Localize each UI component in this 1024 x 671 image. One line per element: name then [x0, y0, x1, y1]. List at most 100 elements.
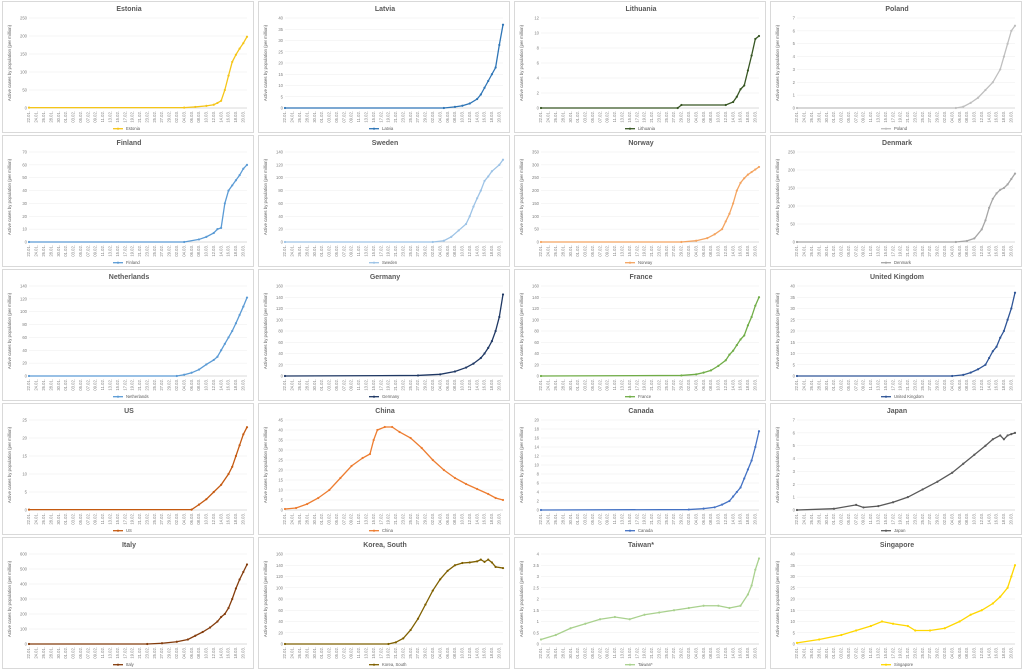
chart-title: US: [124, 408, 134, 415]
data-point: [212, 490, 215, 494]
x-tick-label: 26.01.: [41, 647, 46, 659]
x-tick-label: 10.03.: [972, 647, 977, 659]
x-tick-label: 23.02.: [144, 245, 149, 257]
x-tick-label: 24.01.: [546, 513, 551, 525]
data-point: [501, 23, 505, 26]
y-tick-label: 20: [278, 362, 283, 367]
y-axis-label: Active cases by population (per million): [7, 560, 12, 637]
x-tick-label: 30.01.: [312, 513, 317, 525]
x-tick-label: 27.02.: [159, 379, 164, 391]
x-tick-label: 06.03.: [189, 647, 194, 659]
x-tick-label: 25.02.: [920, 379, 925, 391]
data-point: [965, 239, 969, 243]
data-point: [234, 322, 238, 325]
x-tick-label: 27.02.: [671, 647, 676, 659]
x-tick-label: 13.02.: [619, 513, 624, 525]
x-tick-label: 05.02.: [334, 245, 339, 257]
x-tick-label: 04.03.: [693, 647, 698, 659]
x-tick-label: 06.03.: [701, 245, 706, 257]
y-tick-label: 6: [537, 481, 540, 486]
x-tick-label: 18.03.: [489, 647, 494, 659]
data-point: [1010, 307, 1013, 310]
data-point: [988, 356, 991, 360]
x-tick-label: 10.03.: [204, 111, 209, 123]
y-axis-label: Active cases by population (per million): [519, 426, 524, 503]
x-tick-label: 06.03.: [445, 111, 450, 123]
chart-panel-japan: Japan Active cases by population (per mil…: [770, 403, 1022, 535]
x-tick-label: 03.02.: [327, 513, 332, 525]
data-point: [980, 609, 983, 612]
x-tick-label: 27.02.: [927, 245, 932, 257]
y-tick-label: 50: [790, 222, 795, 227]
x-tick-label: 12.03.: [723, 647, 728, 659]
data-point: [855, 503, 858, 506]
x-tick-label: 02.03.: [174, 379, 179, 391]
data-point: [409, 628, 412, 632]
data-point: [757, 165, 761, 169]
x-tick-label: 04.03.: [693, 513, 698, 525]
x-tick-label: 27.02.: [671, 513, 676, 525]
y-axis-label: Active cases by population (per million): [263, 158, 268, 235]
x-tick-label: 01.02.: [575, 379, 580, 391]
y-tick-label: 250: [532, 175, 540, 180]
x-tick-label: 03.02.: [71, 647, 76, 659]
data-point: [205, 104, 208, 107]
legend-marker: [116, 529, 120, 532]
x-tick-label: 29.02.: [935, 513, 940, 525]
x-tick-label: 20.03.: [497, 111, 502, 123]
legend-label: Sweden: [382, 260, 398, 265]
data-point: [494, 329, 497, 333]
x-tick-label: 23.02.: [656, 647, 661, 659]
x-tick-label: 16.03.: [994, 513, 999, 525]
y-tick-label: 30: [278, 448, 283, 453]
y-tick-label: 60: [22, 162, 27, 167]
x-tick-label: 11.02.: [100, 245, 105, 256]
data-point: [862, 506, 865, 509]
x-tick-label: 14.03.: [986, 111, 991, 123]
data-point: [201, 630, 204, 634]
data-point: [234, 53, 238, 56]
chart-svg: Lithuania Active cases by population (per…: [519, 6, 761, 131]
x-tick-label: 27.02.: [159, 513, 164, 525]
x-tick-label: 15.02.: [627, 647, 632, 659]
x-tick-label: 09.02.: [605, 379, 610, 391]
y-tick-label: 5: [793, 41, 796, 46]
x-tick-label: 28.01.: [304, 111, 309, 123]
data-point: [439, 578, 442, 581]
x-tick-label: 06.03.: [701, 647, 706, 659]
y-tick-label: 100: [276, 585, 284, 590]
x-tick-label: 08.03.: [964, 513, 969, 525]
x-tick-label: 27.02.: [927, 379, 932, 391]
y-tick-label: 80: [22, 322, 27, 327]
x-tick-label: 27.02.: [671, 379, 676, 391]
x-tick-label: 21.02.: [649, 245, 654, 257]
data-point: [628, 618, 631, 621]
x-tick-label: 01.02.: [831, 647, 836, 659]
data-point: [490, 170, 494, 173]
data-point: [490, 340, 494, 343]
x-tick-label: 18.03.: [233, 111, 238, 123]
data-point: [231, 597, 234, 601]
x-tick-label: 22.01.: [282, 647, 287, 659]
legend-marker: [628, 663, 632, 666]
y-tick-label: 0: [793, 642, 796, 647]
x-tick-label: 02.03.: [686, 379, 691, 391]
chart-panel-italy: Italy Active cases by population (per mil…: [2, 537, 254, 669]
x-tick-label: 03.02.: [327, 647, 332, 659]
x-tick-label: 24.01.: [290, 245, 295, 257]
x-tick-label: 02.03.: [430, 513, 435, 525]
x-tick-label: 10.03.: [716, 245, 721, 257]
y-tick-label: 80: [278, 188, 283, 193]
y-tick-label: 20: [278, 227, 283, 232]
y-tick-label: 2: [793, 482, 796, 487]
y-tick-label: 15: [790, 608, 795, 613]
y-tick-label: 600: [20, 552, 28, 557]
data-point: [739, 88, 742, 91]
y-tick-label: 25: [278, 49, 283, 54]
data-point: [234, 454, 238, 458]
data-point: [717, 364, 720, 367]
y-tick-label: 0: [793, 374, 796, 379]
y-tick-label: 0: [537, 508, 540, 513]
y-tick-label: 0: [281, 374, 284, 379]
x-tick-label: 08.03.: [196, 111, 201, 123]
